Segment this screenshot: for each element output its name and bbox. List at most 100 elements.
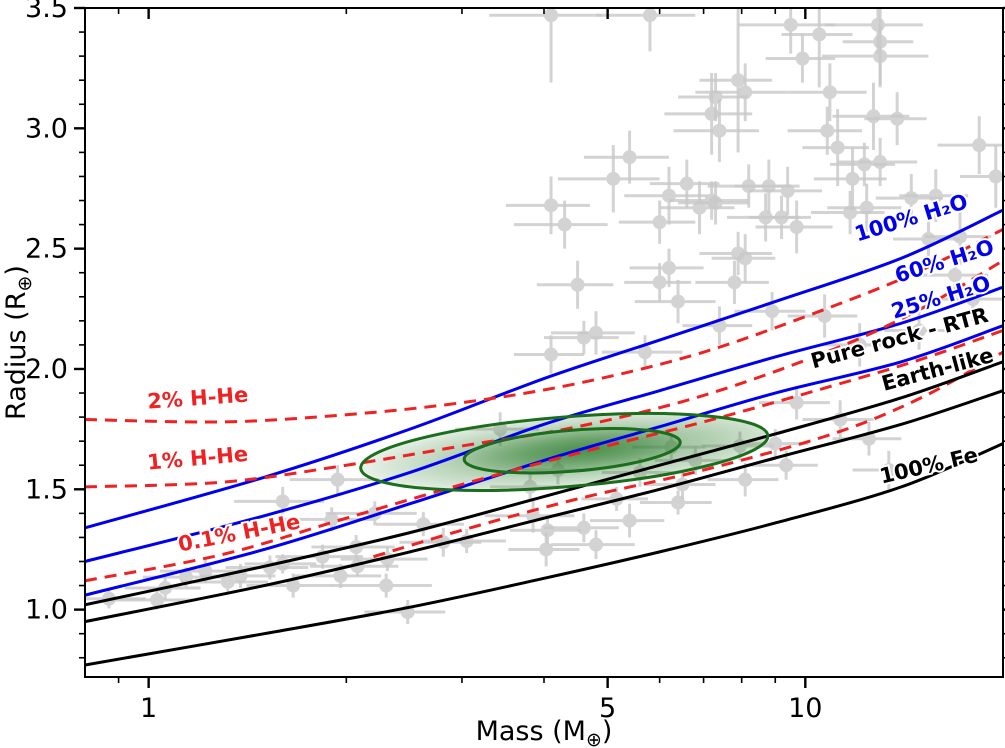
data-point bbox=[765, 34, 836, 83]
data-point bbox=[893, 212, 960, 266]
data-point-marker bbox=[765, 304, 780, 319]
data-point bbox=[787, 294, 858, 338]
curve-iron-100 bbox=[85, 442, 1003, 667]
data-point bbox=[331, 573, 432, 598]
data-point bbox=[748, 195, 811, 240]
plot-area bbox=[85, 8, 1003, 667]
data-point bbox=[583, 130, 669, 184]
data-point-marker bbox=[738, 472, 753, 487]
x-tick-label: 1 bbox=[140, 693, 157, 724]
data-point bbox=[551, 311, 635, 355]
data-point bbox=[536, 260, 614, 309]
data-point bbox=[624, 166, 708, 225]
data-point bbox=[852, 450, 921, 490]
data-point bbox=[421, 529, 506, 554]
data-point bbox=[513, 335, 584, 374]
data-point-marker bbox=[822, 85, 837, 100]
contour-inner bbox=[462, 427, 682, 475]
data-point bbox=[711, 234, 776, 283]
data-point bbox=[513, 200, 608, 249]
data-point-marker bbox=[857, 157, 872, 172]
data-point-marker bbox=[652, 215, 667, 230]
data-point-marker bbox=[539, 542, 554, 557]
data-point-marker bbox=[890, 111, 905, 126]
data-point bbox=[595, 8, 696, 52]
data-point-marker bbox=[704, 193, 719, 208]
y-tick-label: 3.5 bbox=[25, 0, 68, 24]
data-point-marker bbox=[220, 574, 235, 589]
data-point-marker bbox=[866, 109, 881, 124]
data-point-marker bbox=[661, 260, 676, 275]
contour-outer bbox=[359, 412, 770, 492]
data-point bbox=[781, 8, 853, 88]
data-point bbox=[787, 63, 867, 122]
data-point-marker bbox=[652, 275, 667, 290]
data-point-marker bbox=[928, 188, 943, 203]
data-point bbox=[544, 320, 619, 355]
data-point-marker bbox=[789, 395, 804, 410]
data-point-marker bbox=[576, 520, 591, 535]
curve-hhe-01pct bbox=[85, 329, 1003, 583]
data-point-marker bbox=[873, 155, 888, 170]
data-point-marker bbox=[738, 251, 753, 266]
y-tick-label: 3.0 bbox=[25, 113, 68, 144]
data-point bbox=[629, 248, 704, 288]
data-point-marker bbox=[820, 123, 835, 138]
data-point-marker bbox=[330, 472, 345, 487]
y-tick-label: 2.0 bbox=[25, 354, 68, 385]
data-point-marker bbox=[881, 463, 896, 478]
data-point-marker bbox=[679, 176, 694, 191]
data-point-marker bbox=[727, 275, 742, 290]
data-point-marker bbox=[812, 27, 827, 42]
data-point-marker bbox=[988, 169, 1003, 184]
data-point-marker bbox=[588, 537, 603, 552]
data-point-marker bbox=[150, 592, 165, 607]
data-point-marker bbox=[671, 495, 686, 510]
data-point-marker bbox=[768, 436, 783, 451]
y-axis-title: Radius (R⊕) bbox=[1, 265, 36, 420]
data-point bbox=[917, 251, 989, 300]
data-point bbox=[748, 166, 822, 215]
data-point bbox=[557, 145, 660, 213]
curve-water-60 bbox=[85, 285, 1003, 563]
data-point-marker bbox=[873, 49, 888, 64]
curve-label-iron-100: 100% Fe bbox=[877, 443, 980, 489]
data-point bbox=[821, 24, 929, 88]
data-point-marker bbox=[972, 138, 987, 153]
data-point-marker bbox=[576, 330, 591, 345]
curve-rtr bbox=[373, 350, 1003, 559]
curve-hhe-2pct bbox=[85, 228, 1003, 424]
data-point-marker bbox=[795, 51, 810, 66]
data-point-marker bbox=[783, 17, 798, 32]
y-tick-label: 2.5 bbox=[25, 234, 68, 265]
data-point-marker bbox=[544, 347, 559, 362]
data-point-marker bbox=[642, 8, 657, 23]
data-point-marker bbox=[606, 171, 621, 186]
data-point bbox=[589, 503, 665, 538]
data-point-marker bbox=[779, 458, 794, 473]
data-point-marker bbox=[780, 183, 795, 198]
data-point bbox=[624, 263, 692, 302]
data-point-marker bbox=[379, 578, 394, 593]
data-point-marker bbox=[638, 345, 653, 360]
data-point bbox=[668, 181, 749, 220]
data-point-marker bbox=[845, 171, 860, 186]
data-point bbox=[813, 147, 887, 211]
data-point bbox=[959, 145, 1003, 208]
data-point bbox=[634, 279, 716, 324]
data-point-marker bbox=[712, 123, 727, 138]
curve-earth-like bbox=[85, 389, 1003, 624]
curve-label-hhe-1pct: 1% H-He bbox=[146, 442, 249, 475]
data-point-marker bbox=[275, 494, 290, 509]
data-point bbox=[289, 465, 379, 495]
data-point-marker bbox=[704, 106, 719, 121]
data-point bbox=[639, 490, 712, 515]
data-point-marker bbox=[789, 219, 804, 234]
data-point-marker bbox=[774, 210, 789, 225]
data-point-marker bbox=[570, 277, 585, 292]
x-tick-label: 5 bbox=[599, 693, 616, 724]
x-axis-title: Mass (M⊕) bbox=[476, 716, 613, 748]
data-point-marker bbox=[912, 323, 927, 338]
data-point bbox=[489, 8, 602, 83]
